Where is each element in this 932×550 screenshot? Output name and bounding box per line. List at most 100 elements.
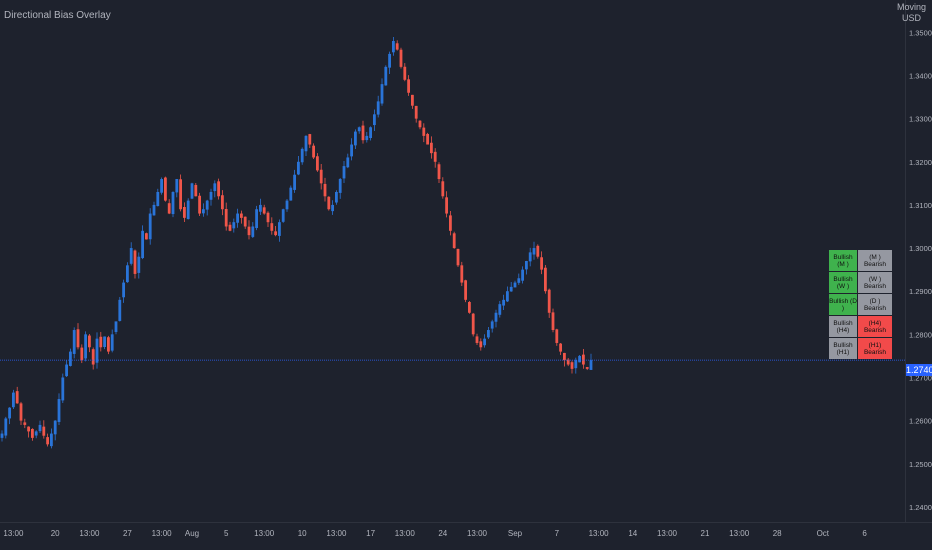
candle-body [183, 207, 186, 218]
candle-body [555, 329, 559, 343]
candle-body [175, 179, 179, 193]
candle-body [133, 250, 137, 274]
candle-body [57, 399, 61, 422]
candle-body [129, 248, 133, 264]
candle-body [34, 431, 38, 436]
y-tick-label: 1.33000 [909, 115, 932, 124]
bias-bull-cell: Bullish (H4) [829, 316, 857, 337]
bias-bull-cell: Bullish (H1) [829, 338, 857, 359]
currency-label[interactable]: Moving USD [897, 2, 926, 24]
candle-body [164, 177, 167, 201]
candle-body [76, 329, 80, 348]
candle-body [399, 49, 403, 67]
candles [0, 37, 593, 449]
candle-body [373, 114, 376, 126]
candle-body [468, 301, 471, 313]
candle-body [566, 359, 570, 365]
candle-body [582, 354, 585, 365]
y-tick-label: 1.25000 [909, 460, 932, 469]
x-tick-label: 21 [701, 529, 710, 538]
candle-body [547, 289, 551, 313]
candle-body [107, 337, 110, 352]
candle-body [414, 105, 418, 119]
candle-body [335, 191, 338, 203]
x-tick-label: 13:00 [395, 529, 416, 538]
candle-body [426, 133, 429, 145]
candle-body [323, 183, 327, 197]
candle-body [270, 223, 274, 231]
candle-body [544, 267, 547, 292]
candle-body [578, 355, 581, 363]
candle-body [445, 197, 448, 214]
candle-body [376, 101, 380, 115]
candle-body [194, 184, 198, 197]
candle-body [464, 280, 467, 300]
candle-body [240, 213, 243, 218]
x-tick-label: 14 [628, 529, 637, 538]
y-tick-label: 1.29000 [909, 287, 932, 296]
candle-body [247, 226, 251, 236]
candle-body [540, 257, 543, 270]
candle-body [126, 265, 129, 283]
y-tick-label: 1.35000 [909, 28, 932, 37]
candle-body [243, 216, 247, 227]
candle-body [198, 195, 201, 214]
candle-body [589, 360, 593, 370]
candle-body [300, 148, 304, 163]
bias-row: Bullish (H4) (H4) Bearish [829, 316, 892, 337]
x-tick-label: 27 [123, 529, 132, 538]
candle-body [502, 299, 505, 306]
candle-body [308, 134, 312, 145]
x-tick-label: 13:00 [152, 529, 173, 538]
bias-bear-cell: (H1) Bearish [858, 338, 892, 359]
candle-body [509, 286, 513, 292]
candle-body [433, 151, 437, 162]
candle-body [145, 233, 148, 240]
candle-body [179, 179, 182, 210]
candle-body [156, 191, 160, 207]
candle-body [167, 203, 171, 214]
candle-body [293, 174, 296, 190]
x-tick-label: Oct [817, 529, 830, 538]
candle-body [12, 392, 15, 408]
candle-body [69, 351, 72, 366]
candle-body [103, 336, 106, 347]
x-tick-label: Aug [185, 529, 199, 538]
candle-body [506, 291, 509, 302]
x-tick-label: 13:00 [79, 529, 100, 538]
candle-body [297, 161, 300, 175]
x-tick-label: 7 [555, 529, 560, 538]
candle-body [384, 66, 388, 86]
candle-body [141, 230, 144, 259]
candle-body [536, 245, 540, 257]
candle-body [430, 142, 433, 154]
candle-body [483, 338, 486, 346]
currency-line-1: Moving [896, 2, 926, 12]
candle-body [80, 347, 84, 361]
bias-row: Bullish (H1) (H1) Bearish [829, 338, 892, 359]
candle-body [460, 265, 464, 283]
candle-body [50, 433, 53, 447]
candle-body [186, 200, 190, 220]
bias-bull-cell: Bullish (M ) [829, 250, 857, 271]
candle-body [259, 204, 262, 212]
y-tick-label: 1.24000 [909, 503, 932, 512]
candle-body [4, 418, 8, 436]
current-price-tag: 1.27403 [906, 364, 932, 376]
candle-body [350, 144, 353, 157]
candle-body [152, 204, 156, 216]
candle-body [118, 299, 122, 321]
indicator-title[interactable]: Directional Bias Overlay [4, 10, 111, 21]
time-axis[interactable]: 13:00 20 13:00 27 13:00 Aug 5 13:00 10 13:00 17 13:… [3, 529, 867, 538]
candle-body [274, 231, 277, 236]
candle-body [53, 420, 57, 435]
bias-row: Bullish (M ) (M ) Bearish [829, 250, 892, 271]
bias-table: Bullish (M ) (M ) Bearish Bullish (W ) (W )… [828, 249, 893, 360]
candle-body [327, 196, 331, 210]
candle-body [395, 43, 399, 50]
candle-body [209, 191, 213, 200]
candle-body [494, 312, 498, 322]
price-axis[interactable]: 1.35000 1.34000 1.33000 1.32000 1.31000 1.300… [909, 28, 932, 512]
x-tick-label: 13:00 [326, 529, 347, 538]
